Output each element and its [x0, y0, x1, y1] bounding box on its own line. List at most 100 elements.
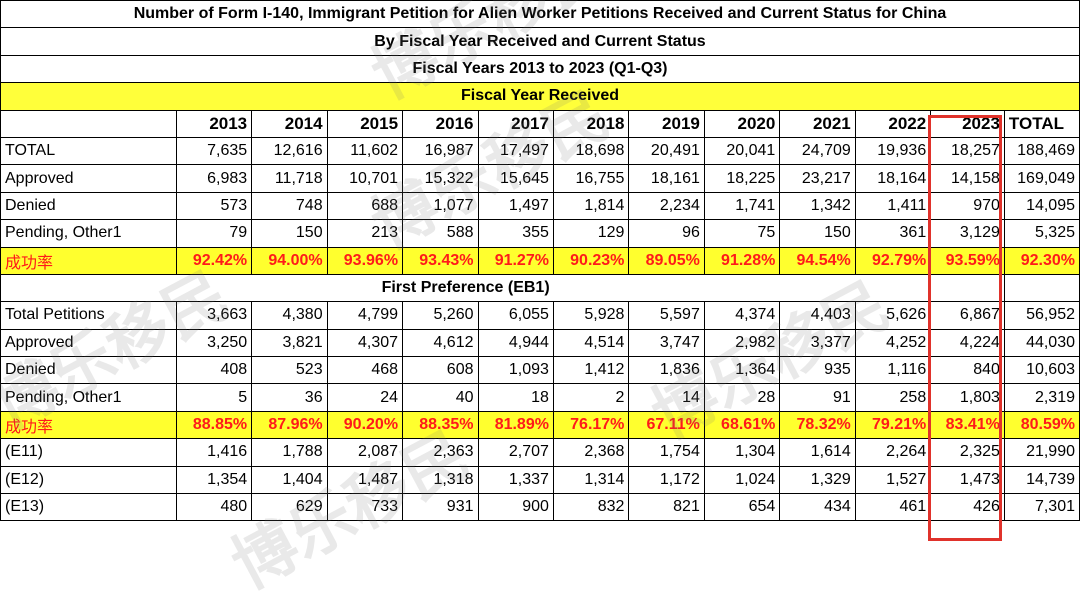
rate-value: 92.79%: [854, 246, 932, 275]
row-label: Pending, Other1: [0, 219, 177, 248]
title-row: By Fiscal Year Received and Current Stat…: [0, 27, 1080, 56]
cell-value: 24,709: [779, 136, 856, 166]
cell-value: 468: [326, 356, 404, 385]
header-row: 2013 2014 2015 2016 2017 2018 2019 2020 2021 2022…: [0, 109, 1080, 138]
cell-value: 16,755: [552, 164, 630, 193]
cell-value: 5,597: [628, 301, 705, 330]
rate-value: 93.59%: [930, 246, 1005, 275]
cell-value: 21,990: [1003, 438, 1080, 467]
cell-value: 2,325: [930, 438, 1005, 467]
rate-value: 90.20%: [326, 410, 404, 440]
cell-value: 75: [703, 219, 781, 248]
rate-value: 88.35%: [402, 410, 479, 440]
cell-value: 608: [402, 356, 479, 385]
cell-value: 461: [854, 493, 932, 522]
rate-value: 91.28%: [703, 246, 781, 275]
rate-value: 89.05%: [628, 246, 705, 275]
table-row: Total Petitions 3,663 4,380 4,799 5,260 6,055…: [0, 301, 1080, 330]
cell-value: 3,821: [251, 328, 328, 358]
cell-value: 1,342: [779, 191, 856, 221]
row-label: Approved: [0, 164, 177, 193]
rate-value: 90.23%: [552, 246, 630, 275]
cell-value: 1,354: [175, 465, 253, 495]
cell-value: 14,158: [930, 164, 1005, 193]
cell-value: 91: [779, 383, 856, 412]
rate-value: 91.27%: [477, 246, 554, 275]
cell-value: 1,741: [703, 191, 781, 221]
cell-value: 14: [628, 383, 705, 412]
table-title: Number of Form I-140, Immigrant Petition…: [0, 0, 1080, 29]
cell-value: 20,041: [703, 136, 781, 166]
cell-value: 1,364: [703, 356, 781, 385]
cell-value: 1,754: [628, 438, 705, 467]
cell-value: 18,257: [930, 136, 1005, 166]
section-title-row: First Preference (EB1): [0, 273, 1080, 303]
rate-value: 93.96%: [326, 246, 404, 275]
rate-value: 80.59%: [1003, 410, 1080, 440]
cell-value: 1,329: [779, 465, 856, 495]
table-row: (E12) 1,354 1,404 1,487 1,318 1,337 1,314 1,172…: [0, 465, 1080, 495]
row-label: Denied: [0, 356, 177, 385]
cell-value: 840: [930, 356, 1005, 385]
cell-value: 1,814: [552, 191, 630, 221]
blank-cell: [1003, 273, 1080, 303]
cell-value: 654: [703, 493, 781, 522]
table-row: TOTAL 7,635 12,616 11,602 16,987 17,497 18,698…: [0, 136, 1080, 166]
cell-value: 5,928: [552, 301, 630, 330]
rate-value: 78.32%: [779, 410, 856, 440]
cell-value: 213: [326, 219, 404, 248]
cell-value: 2,234: [628, 191, 705, 221]
row-label: Approved: [0, 328, 177, 358]
cell-value: 434: [779, 493, 856, 522]
cell-value: 2,368: [552, 438, 630, 467]
row-label: Total Petitions: [0, 301, 177, 330]
i140-status-table: Number of Form I-140, Immigrant Petition…: [0, 0, 1080, 522]
cell-value: 1,473: [930, 465, 1005, 495]
cell-value: 821: [628, 493, 705, 522]
cell-value: 748: [251, 191, 328, 221]
table-row: Denied 573 748 688 1,077 1,497 1,814 2,234 1,741…: [0, 191, 1080, 221]
row-label: (E13): [0, 493, 177, 522]
table-row: Denied 408 523 468 608 1,093 1,412 1,836 1,364 93…: [0, 356, 1080, 385]
cell-value: 10,603: [1003, 356, 1080, 385]
cell-value: 1,836: [628, 356, 705, 385]
cell-value: 4,612: [402, 328, 479, 358]
table-title: Fiscal Years 2013 to 2023 (Q1-Q3): [0, 54, 1080, 84]
rate-value: 92.42%: [175, 246, 253, 275]
cell-value: 44,030: [1003, 328, 1080, 358]
cell-value: 3,377: [779, 328, 856, 358]
cell-value: 1,314: [552, 465, 630, 495]
cell-value: 4,944: [477, 328, 554, 358]
cell-value: 4,252: [854, 328, 932, 358]
cell-value: 2,982: [703, 328, 781, 358]
cell-value: 18,698: [552, 136, 630, 166]
cell-value: 18,225: [703, 164, 781, 193]
rate-value: 93.43%: [402, 246, 479, 275]
cell-value: 14,739: [1003, 465, 1080, 495]
cell-value: 28: [703, 383, 781, 412]
cell-value: 4,403: [779, 301, 856, 330]
cell-value: 5,626: [854, 301, 932, 330]
cell-value: 1,077: [402, 191, 479, 221]
rate-value: 76.17%: [552, 410, 630, 440]
cell-value: 36: [251, 383, 328, 412]
rate-value: 92.30%: [1003, 246, 1080, 275]
cell-value: 5,325: [1003, 219, 1080, 248]
column-header: 2013: [175, 109, 253, 138]
cell-value: 361: [854, 219, 932, 248]
rate-value: 67.11%: [628, 410, 705, 440]
cell-value: 188,469: [1003, 136, 1080, 166]
row-label: (E11): [0, 438, 177, 467]
cell-value: 18,161: [628, 164, 705, 193]
table-row: Approved 6,983 11,718 10,701 15,322 15,645 16,…: [0, 164, 1080, 193]
cell-value: 6,867: [930, 301, 1005, 330]
cell-value: 2,087: [326, 438, 404, 467]
row-label: (E12): [0, 465, 177, 495]
cell-value: 150: [251, 219, 328, 248]
success-rate-row: 成功率 92.42% 94.00% 93.96% 93.43% 91.27% 90.23% 8…: [0, 246, 1080, 275]
cell-value: 1,337: [477, 465, 554, 495]
cell-value: 3,250: [175, 328, 253, 358]
cell-value: 24: [326, 383, 404, 412]
cell-value: 7,301: [1003, 493, 1080, 522]
rate-value: 94.54%: [779, 246, 856, 275]
